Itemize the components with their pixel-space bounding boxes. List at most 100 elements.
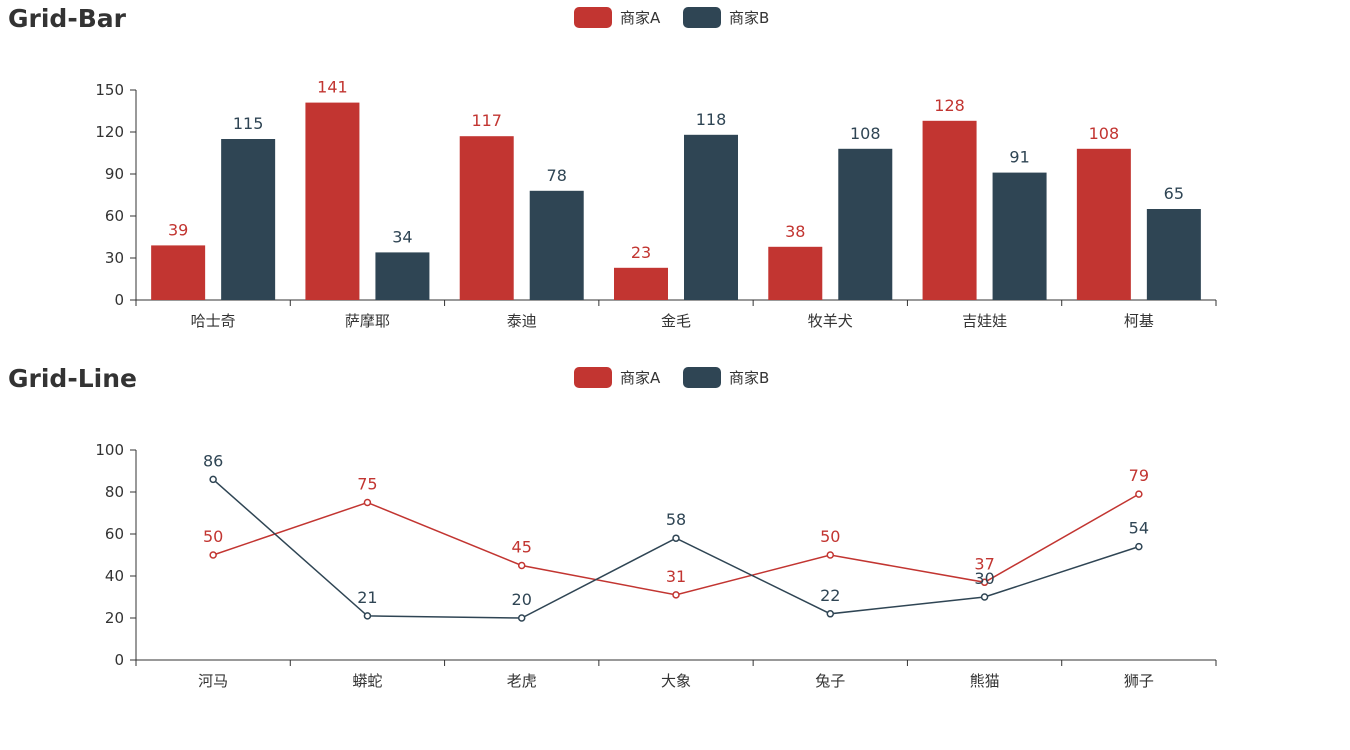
line-point[interactable] xyxy=(209,551,217,559)
line-chart-title: Grid-Line xyxy=(8,364,137,393)
line-y-tick-label: 20 xyxy=(105,609,124,627)
line-legend-label-a: 商家A xyxy=(620,369,661,387)
bar-x-tick-label: 吉娃娃 xyxy=(962,312,1007,330)
line-y-tick-label: 0 xyxy=(114,651,124,669)
bar-data-label: 117 xyxy=(471,111,502,130)
bar[interactable] xyxy=(151,245,206,300)
bar-x-tick-label: 萨摩耶 xyxy=(345,312,390,330)
line-x-tick-label: 河马 xyxy=(198,672,228,690)
bar-legend-item-b[interactable]: 商家B xyxy=(683,7,769,28)
bar-data-label: 118 xyxy=(696,110,727,129)
bar-x-tick-label: 哈士奇 xyxy=(191,312,236,330)
bar[interactable] xyxy=(221,139,276,300)
bar-legend: 商家A 商家B xyxy=(574,7,769,28)
line-point[interactable] xyxy=(980,578,989,587)
bar-data-label: 65 xyxy=(1164,184,1184,203)
bar-y-tick-label: 120 xyxy=(95,123,124,141)
bar[interactable] xyxy=(1146,209,1201,300)
line-x-tick-label: 狮子 xyxy=(1124,672,1154,690)
bar-data-label: 78 xyxy=(547,166,567,185)
bar[interactable] xyxy=(992,172,1047,300)
line-data-label: 50 xyxy=(820,527,840,546)
line-legend-item-a[interactable]: 商家A xyxy=(574,367,661,388)
line-data-label: 31 xyxy=(666,567,686,586)
bar-y-tick-label: 150 xyxy=(95,81,124,99)
bar-y-tick-label: 60 xyxy=(105,207,124,225)
line-data-label: 22 xyxy=(820,586,840,605)
bar[interactable] xyxy=(529,190,584,300)
bar-data-label: 108 xyxy=(1089,124,1120,143)
bar-data-label: 128 xyxy=(934,96,965,115)
line-data-label: 75 xyxy=(357,475,377,494)
bar-y-tick-label: 30 xyxy=(105,249,124,267)
bar[interactable] xyxy=(459,136,514,300)
line-x-tick-label: 蟒蛇 xyxy=(352,672,382,690)
line-point[interactable] xyxy=(1135,490,1143,498)
line-point[interactable] xyxy=(363,498,372,507)
bar[interactable] xyxy=(305,102,360,300)
bar-x-tick-label: 金毛 xyxy=(661,312,691,330)
bar-data-label: 91 xyxy=(1009,148,1029,167)
line-point[interactable] xyxy=(517,614,526,622)
line-point[interactable] xyxy=(672,591,680,599)
bar[interactable] xyxy=(614,267,668,300)
line-data-label: 50 xyxy=(203,527,223,546)
bar-data-label: 141 xyxy=(317,78,348,97)
line-legend-item-b[interactable]: 商家B xyxy=(683,367,769,388)
bar-data-label: 39 xyxy=(168,220,188,239)
line-data-label: 20 xyxy=(512,590,532,609)
line-data-label: 21 xyxy=(357,588,377,607)
bar[interactable] xyxy=(922,120,977,300)
bar-x-tick-label: 泰迪 xyxy=(507,312,537,330)
line-x-tick-label: 兔子 xyxy=(815,672,845,690)
bar-legend-swatch-b xyxy=(683,7,721,28)
bar-data-label: 108 xyxy=(850,124,881,143)
bar[interactable] xyxy=(684,134,738,300)
bar-data-label: 115 xyxy=(233,114,264,133)
bar-data-label: 38 xyxy=(785,222,805,241)
line-point[interactable] xyxy=(672,534,680,542)
bar-x-tick-label: 牧羊犬 xyxy=(808,312,853,330)
bar-legend-label-a: 商家A xyxy=(620,9,661,27)
line-point[interactable] xyxy=(209,475,217,484)
line-x-tick-label: 大象 xyxy=(661,672,691,690)
bar-x-tick-label: 柯基 xyxy=(1124,312,1154,330)
bar-data-label: 34 xyxy=(392,227,412,246)
bar[interactable] xyxy=(1076,148,1131,300)
line-data-label: 37 xyxy=(974,554,994,573)
line-point[interactable] xyxy=(826,610,835,618)
line-plot-area: 0 20 40 60 80 100 河马 蟒蛇 老虎 大象 兔子 熊猫 狮子 50 75 45 31 50 37 79… xyxy=(95,441,1217,690)
line-point[interactable] xyxy=(363,612,372,620)
line-data-label: 45 xyxy=(512,538,532,557)
line-data-label: 30 xyxy=(974,569,994,588)
line-y-tick-label: 80 xyxy=(105,483,124,501)
line-legend-label-b: 商家B xyxy=(729,369,769,387)
line-point[interactable] xyxy=(826,551,835,559)
line-y-tick-label: 60 xyxy=(105,525,124,543)
bar-chart: Grid-Bar 商家A 商家B 0 30 60 90 120 150 哈士奇 萨摩耶 泰迪 金毛… xyxy=(8,4,1217,330)
line-y-tick-label: 40 xyxy=(105,567,124,585)
bar-legend-item-a[interactable]: 商家A xyxy=(574,7,661,28)
bar-legend-label-b: 商家B xyxy=(729,9,769,27)
bar[interactable] xyxy=(768,246,823,300)
line-legend-swatch-a xyxy=(574,367,612,388)
bar-y-tick-label: 0 xyxy=(114,291,124,309)
bar[interactable] xyxy=(838,148,893,300)
line-x-tick-label: 熊猫 xyxy=(970,672,1000,690)
line-point[interactable] xyxy=(1135,542,1143,551)
line-point[interactable] xyxy=(980,593,989,601)
bar[interactable] xyxy=(375,252,430,300)
bar-chart-title: Grid-Bar xyxy=(8,4,127,33)
line-data-label: 86 xyxy=(203,451,223,470)
line-chart: Grid-Line 商家A 商家B 0 20 40 60 80 100 河马 蟒蛇 老虎 大象 兔子… xyxy=(8,364,1217,690)
bar-data-label: 23 xyxy=(631,243,651,262)
line-y-tick-label: 100 xyxy=(95,441,124,459)
bar-y-tick-label: 90 xyxy=(105,165,124,183)
line-legend: 商家A 商家B xyxy=(574,367,769,388)
line-x-tick-label: 老虎 xyxy=(507,672,537,690)
line-data-label: 79 xyxy=(1129,466,1149,485)
bar-legend-swatch-a xyxy=(574,7,612,28)
line-legend-swatch-b xyxy=(683,367,721,388)
line-point[interactable] xyxy=(517,561,526,570)
